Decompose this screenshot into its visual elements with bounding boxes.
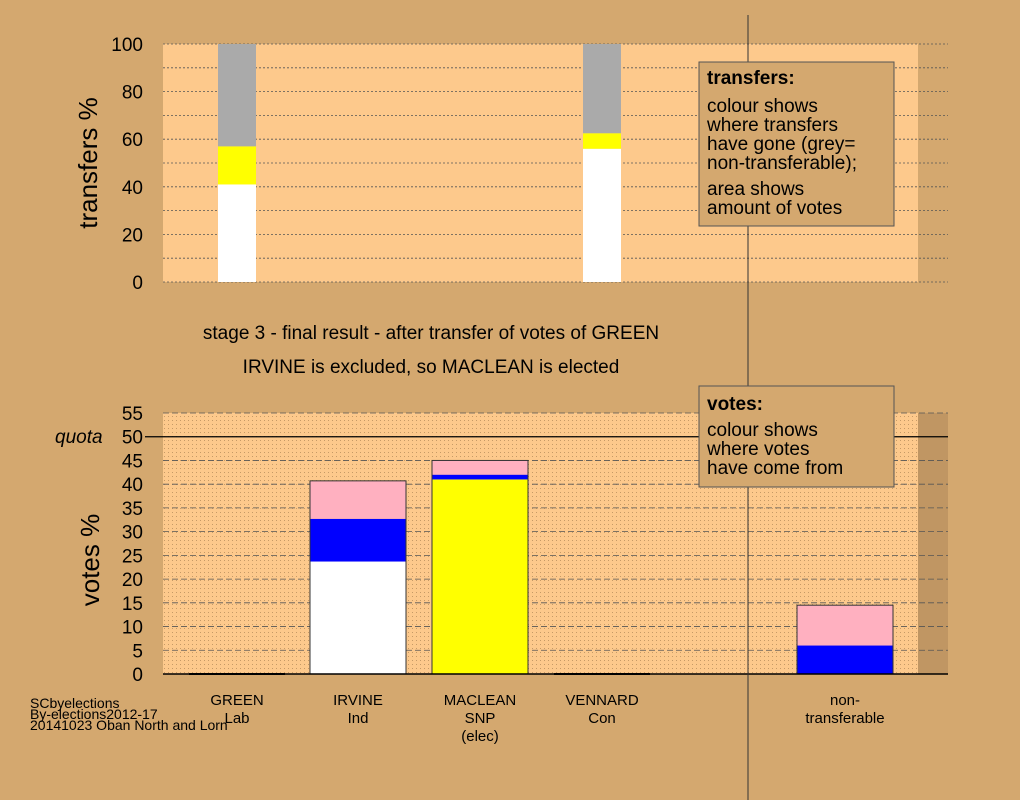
votes-y-tick-label: 35	[122, 499, 143, 520]
credit-line: By-elections2012-17	[30, 706, 158, 722]
credit-line: SCbyelections	[30, 695, 120, 711]
votes-gridlines	[145, 412, 948, 651]
transfers-bar-segment	[218, 44, 256, 147]
credit-text: SCbyelections By-elections2012-17 201410…	[30, 695, 228, 733]
quota-label: quota	[55, 427, 103, 448]
votes-legend-box: votes: colour shows where votes have com…	[698, 385, 895, 488]
stage-description: stage 3 - final result - after transfer …	[203, 323, 659, 344]
transfers-y-tick-label: 20	[122, 225, 143, 246]
votes-bar-segment	[797, 645, 893, 674]
votes-right-shaded-strip	[918, 413, 948, 674]
category-label: SNP	[465, 710, 496, 727]
category-label: VENNARD	[565, 692, 639, 709]
votes-legend-line: colour shows	[707, 420, 818, 441]
votes-y-tick-label: 55	[122, 404, 143, 425]
transfers-bar-segment	[583, 148, 621, 282]
votes-y-tick-label: 10	[122, 618, 143, 639]
category-label: MACLEAN	[444, 692, 517, 709]
votes-bar-segment	[310, 561, 406, 674]
transfers-legend-line: area shows	[707, 179, 804, 200]
votes-bars	[189, 459, 894, 675]
votes-bar-segment	[797, 605, 893, 646]
votes-y-tick-label: 0	[132, 665, 143, 686]
votes-bar-segment	[310, 480, 406, 519]
votes-bar-segment	[432, 479, 528, 674]
votes-bar-segment	[310, 518, 406, 562]
transfers-bar-segment	[218, 146, 256, 185]
category-label: non-	[830, 692, 860, 709]
category-label: Con	[588, 710, 616, 727]
transfers-y-axis-label: transfers %	[73, 97, 103, 229]
votes-y-tick-label: 45	[122, 451, 143, 472]
transfers-y-tick-label: 100	[111, 35, 143, 56]
votes-y-tick-label: 30	[122, 523, 143, 544]
category-label: Lab	[224, 710, 249, 727]
votes-y-tick-label: 20	[122, 570, 143, 591]
transfers-gridlines	[163, 43, 948, 283]
transfers-legend-line: colour shows	[707, 96, 818, 117]
transfers-y-tick-label: 80	[122, 83, 143, 104]
votes-legend-line: where votes	[706, 439, 809, 460]
transfers-legend-title: transfers:	[707, 68, 795, 89]
votes-legend-line: have come from	[707, 458, 843, 479]
votes-y-axis-label: votes %	[75, 514, 105, 607]
transfers-legend-line: have gone (grey=	[707, 134, 855, 155]
transfers-y-ticks: 0 20 40 60 80 100	[111, 35, 143, 294]
transfers-legend-line: amount of votes	[707, 198, 842, 219]
transfers-legend-box: transfers: colour shows where transfers …	[698, 61, 895, 227]
transfers-bars	[218, 44, 621, 282]
category-label: IRVINE	[333, 692, 383, 709]
votes-bar-segment	[432, 460, 528, 475]
votes-legend-title: votes:	[707, 394, 763, 415]
votes-y-tick-label: 40	[122, 475, 143, 496]
credit-line: 20141023 Oban North and Lorn	[30, 717, 228, 733]
category-label: GREEN	[210, 692, 263, 709]
stage-result: IRVINE is excluded, so MACLEAN is electe…	[243, 357, 620, 378]
transfers-bar-segment	[583, 44, 621, 134]
votes-y-tick-label: 25	[122, 546, 143, 567]
votes-y-tick-label: 50	[122, 428, 143, 449]
transfers-y-tick-label: 0	[132, 273, 143, 294]
votes-y-tick-label: 5	[132, 641, 143, 662]
transfers-legend-line: non-transferable);	[707, 153, 857, 174]
category-label: transferable	[805, 710, 884, 727]
votes-y-tick-label: 15	[122, 594, 143, 615]
votes-bar-segment	[432, 474, 528, 480]
transfers-legend-line: where transfers	[706, 115, 838, 136]
category-label: (elec)	[461, 728, 499, 745]
category-label: Ind	[348, 710, 369, 727]
transfers-bar-segment	[583, 133, 621, 149]
transfers-y-tick-label: 40	[122, 178, 143, 199]
transfers-y-tick-label: 60	[122, 130, 143, 151]
transfers-bar-segment	[218, 184, 256, 282]
